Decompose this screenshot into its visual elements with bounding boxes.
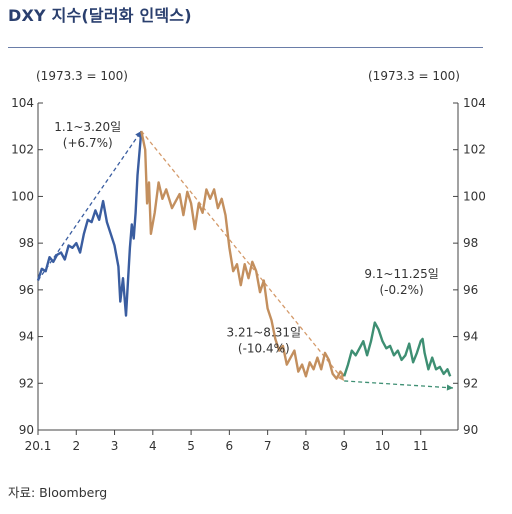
- annotation-line: (+6.7%): [63, 136, 113, 150]
- left-axis-unit: (1973.3 = 100): [36, 69, 128, 83]
- x-tick-label: 8: [302, 439, 310, 453]
- x-tick-label: 6: [226, 439, 234, 453]
- y-axis-right-ticks: 90 92 94 96 98 100 102 104: [463, 96, 486, 437]
- title-divider: [8, 47, 483, 48]
- x-tick-label: 4: [149, 439, 157, 453]
- series-lines: [36, 130, 452, 380]
- trendline-2: [140, 130, 345, 382]
- y-tick-label-left: 90: [19, 423, 34, 437]
- annotation-line: 3.21~8.31일: [227, 326, 302, 340]
- x-tick-label: 3: [111, 439, 119, 453]
- series-line-3: [343, 321, 452, 377]
- y-tick-label-left: 96: [19, 283, 34, 297]
- source-note: 자료: Bloomberg: [8, 485, 108, 500]
- series-line-1: [36, 130, 143, 317]
- annotations: 1.1~3.20일 (+6.7%) 3.21~8.31일 (-10.4%) 9.1~11…: [54, 120, 439, 356]
- x-tick-label: 5: [187, 439, 195, 453]
- y-tick-label-right: 100: [463, 189, 486, 203]
- right-axis-unit: (1973.3 = 100): [368, 69, 460, 83]
- y-tick-label-left: 92: [19, 376, 34, 390]
- y-tick-label-right: 94: [463, 330, 478, 344]
- x-axis-ticks: 20.1 2 3 4 5 6 7 8 9 10 11: [25, 439, 429, 453]
- x-tick-label: 11: [413, 439, 428, 453]
- y-tick-label-right: 102: [463, 143, 486, 157]
- x-tick-label: 10: [375, 439, 390, 453]
- trendline-1: [37, 130, 142, 281]
- annotation-3: 9.1~11.25일 (-0.2%): [364, 267, 439, 297]
- chart-title: DXY 지수(달러화 인덱스): [8, 6, 192, 25]
- y-tick-label-right: 96: [463, 283, 478, 297]
- y-tick-label-right: 104: [463, 96, 486, 110]
- y-tick-label-right: 92: [463, 376, 478, 390]
- annotation-line: 1.1~3.20일: [54, 120, 121, 134]
- y-tick-label-left: 102: [11, 143, 34, 157]
- x-tick-label: 9: [340, 439, 348, 453]
- y-axis-left-ticks: 90 92 94 96 98 100 102 104: [11, 96, 34, 437]
- y-tick-label-left: 100: [11, 189, 34, 203]
- plot-frame: [37, 102, 459, 435]
- y-tick-label-right: 90: [463, 423, 478, 437]
- trendline-3: [344, 380, 454, 389]
- series-line-2: [140, 130, 346, 380]
- trend-arrowhead-3: [446, 384, 454, 391]
- y-tick-label-left: 94: [19, 330, 34, 344]
- x-tick-label: 20.1: [25, 439, 52, 453]
- annotation-1: 1.1~3.20일 (+6.7%): [54, 120, 121, 150]
- annotation-2: 3.21~8.31일 (-10.4%): [227, 326, 302, 356]
- annotation-line: (-10.4%): [238, 342, 290, 356]
- y-tick-label-left: 104: [11, 96, 34, 110]
- x-tick-label: 2: [72, 439, 80, 453]
- y-tick-label-right: 98: [463, 236, 478, 250]
- annotation-line: 9.1~11.25일: [364, 267, 439, 281]
- y-tick-label-left: 98: [19, 236, 34, 250]
- x-tick-label: 7: [264, 439, 272, 453]
- annotation-line: (-0.2%): [379, 283, 423, 297]
